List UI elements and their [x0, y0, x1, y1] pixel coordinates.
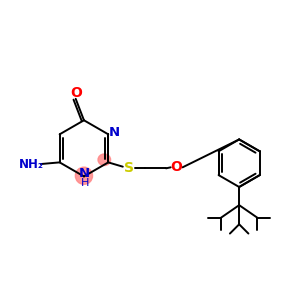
Text: O: O [70, 86, 82, 100]
Text: S: S [124, 161, 134, 175]
Ellipse shape [75, 167, 92, 184]
Text: N: N [78, 167, 89, 180]
Text: O: O [171, 160, 183, 174]
Ellipse shape [98, 154, 111, 166]
Text: N: N [109, 126, 120, 139]
Text: NH₂: NH₂ [19, 158, 44, 170]
Text: H: H [80, 178, 89, 188]
